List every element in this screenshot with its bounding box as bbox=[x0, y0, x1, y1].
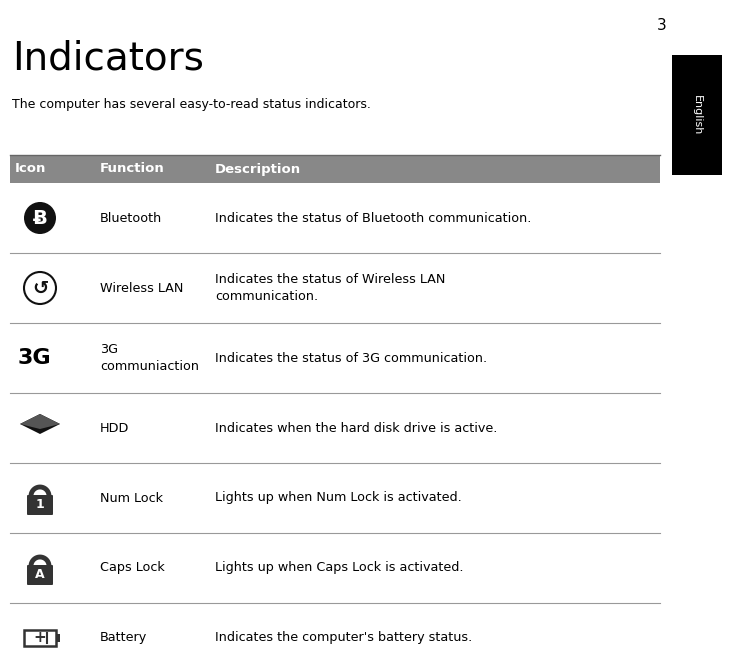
Text: English: English bbox=[692, 95, 702, 135]
FancyBboxPatch shape bbox=[56, 634, 60, 642]
Text: Function: Function bbox=[100, 162, 165, 176]
Text: Indicates the status of 3G communication.: Indicates the status of 3G communication… bbox=[215, 352, 487, 364]
Text: The computer has several easy-to-read status indicators.: The computer has several easy-to-read st… bbox=[12, 98, 371, 111]
Text: HDD: HDD bbox=[100, 422, 130, 434]
Text: Battery: Battery bbox=[100, 631, 147, 645]
FancyBboxPatch shape bbox=[27, 495, 53, 515]
Text: Lights up when Num Lock is activated.: Lights up when Num Lock is activated. bbox=[215, 491, 462, 504]
FancyBboxPatch shape bbox=[10, 155, 660, 183]
Text: Icon: Icon bbox=[15, 162, 46, 176]
Text: +: + bbox=[34, 631, 46, 645]
Text: Num Lock: Num Lock bbox=[100, 491, 163, 504]
Text: Description: Description bbox=[215, 162, 301, 176]
Text: Wireless LAN: Wireless LAN bbox=[100, 282, 184, 295]
FancyBboxPatch shape bbox=[672, 55, 722, 175]
Text: 3: 3 bbox=[657, 18, 667, 33]
Text: Indicators: Indicators bbox=[12, 40, 204, 78]
Text: 1: 1 bbox=[36, 498, 45, 512]
Text: Ƀ: Ƀ bbox=[32, 208, 48, 227]
Text: ↺: ↺ bbox=[31, 278, 48, 297]
Polygon shape bbox=[20, 414, 60, 434]
Text: Indicates the status of Wireless LAN
communication.: Indicates the status of Wireless LAN com… bbox=[215, 273, 445, 303]
Polygon shape bbox=[20, 414, 60, 429]
Text: Indicates the computer's battery status.: Indicates the computer's battery status. bbox=[215, 631, 472, 645]
Text: Caps Lock: Caps Lock bbox=[100, 561, 165, 574]
Text: Bluetooth: Bluetooth bbox=[100, 212, 163, 225]
Text: 3G
communiaction: 3G communiaction bbox=[100, 343, 199, 373]
Text: A: A bbox=[35, 569, 45, 582]
FancyBboxPatch shape bbox=[27, 565, 53, 585]
Text: 3G: 3G bbox=[18, 348, 52, 368]
Text: Indicates when the hard disk drive is active.: Indicates when the hard disk drive is ac… bbox=[215, 422, 497, 434]
Text: Indicates the status of Bluetooth communication.: Indicates the status of Bluetooth commun… bbox=[215, 212, 531, 225]
Circle shape bbox=[24, 202, 56, 234]
Text: Lights up when Caps Lock is activated.: Lights up when Caps Lock is activated. bbox=[215, 561, 463, 574]
